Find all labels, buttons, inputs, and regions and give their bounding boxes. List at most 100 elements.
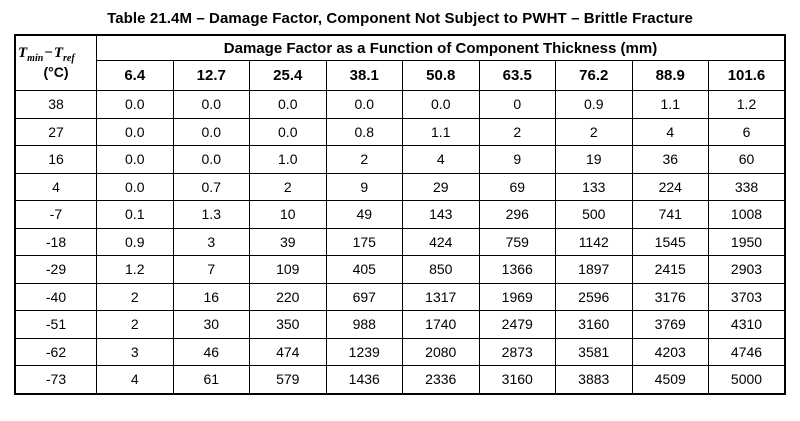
damage-factor-cell: 405 <box>325 255 403 284</box>
minus-sign: − <box>44 44 53 61</box>
damage-factor-cell: 0.0 <box>172 117 250 146</box>
table-row: -40 2 16 220 697 1317 1969 2596 3176 3703 <box>14 282 786 311</box>
damage-factor-cell: 697 <box>325 282 403 311</box>
damage-factor-cell: 30 <box>172 310 250 339</box>
thickness-header-cell: 76.2 <box>555 60 633 91</box>
damage-factor-cell: 109 <box>249 255 327 284</box>
table-row: 4 0.0 0.7 2 9 29 69 133 224 338 <box>14 172 786 201</box>
damage-factor-cell: 133 <box>555 172 633 201</box>
thickness-header-cell: 38.1 <box>325 60 403 91</box>
damage-factor-cell: 3703 <box>708 282 786 311</box>
table-row: -51 2 30 350 988 1740 2479 3160 3769 4310 <box>14 310 786 339</box>
damage-factor-cell: 759 <box>478 227 556 256</box>
damage-factor-cell: 3160 <box>478 365 556 394</box>
table-row: -7 0.1 1.3 10 49 143 296 500 741 1008 <box>14 200 786 229</box>
temperature-cell: -73 <box>14 365 97 394</box>
damage-factor-cell: 2 <box>478 117 556 146</box>
damage-factor-cell: 0.1 <box>96 200 174 229</box>
damage-factor-cell: 46 <box>172 337 250 366</box>
damage-factor-cell: 296 <box>478 200 556 229</box>
table-row: -18 0.9 3 39 175 424 759 1142 1545 1950 <box>14 227 786 256</box>
damage-factor-cell: 1.1 <box>402 117 480 146</box>
damage-factor-cell: 1.0 <box>249 145 327 174</box>
damage-factor-cell: 0.0 <box>96 90 174 119</box>
damage-factor-cell: 4 <box>631 117 709 146</box>
damage-factor-cell: 2596 <box>555 282 633 311</box>
damage-factor-cell: 6 <box>708 117 786 146</box>
tmin-symbol: T <box>18 44 28 61</box>
table-row: 16 0.0 0.0 1.0 2 4 9 19 36 60 <box>14 145 786 174</box>
temperature-cell: -51 <box>14 310 97 339</box>
damage-factor-cell: 61 <box>172 365 250 394</box>
damage-factor-cell: 741 <box>631 200 709 229</box>
temperature-cell: 16 <box>14 145 97 174</box>
damage-factor-cell: 1.1 <box>631 90 709 119</box>
damage-factor-cell: 4 <box>402 145 480 174</box>
damage-factor-cell: 1.2 <box>96 255 174 284</box>
damage-factor-cell: 4746 <box>708 337 786 366</box>
thickness-header-cell: 88.9 <box>631 60 709 91</box>
table-row: -73 4 61 579 1436 2336 3160 3883 4509 5000 <box>14 365 786 394</box>
damage-factor-cell: 5000 <box>708 365 786 394</box>
thickness-header-cell: 6.4 <box>96 60 174 91</box>
damage-factor-cell: 0 <box>478 90 556 119</box>
damage-factor-cell: 0.0 <box>96 172 174 201</box>
damage-factor-cell: 0.9 <box>96 227 174 256</box>
damage-factor-cell: 1366 <box>478 255 556 284</box>
damage-factor-cell: 500 <box>555 200 633 229</box>
temperature-cell: -7 <box>14 200 97 229</box>
damage-factor-cell: 3176 <box>631 282 709 311</box>
thickness-header-cell: 25.4 <box>249 60 327 91</box>
damage-factor-cell: 0.0 <box>172 145 250 174</box>
damage-factor-cell: 2 <box>96 310 174 339</box>
temperature-cell: -29 <box>14 255 97 284</box>
damage-factor-cell: 1317 <box>402 282 480 311</box>
damage-factor-cell: 988 <box>325 310 403 339</box>
damage-factor-cell: 2 <box>555 117 633 146</box>
damage-factor-cell: 2336 <box>402 365 480 394</box>
thickness-header-cell: 12.7 <box>172 60 250 91</box>
damage-factor-cell: 3769 <box>631 310 709 339</box>
table-title: Table 21.4M – Damage Factor, Component N… <box>107 10 693 27</box>
damage-factor-cell: 9 <box>325 172 403 201</box>
temp-diff-label: Tmin−Tref <box>18 45 94 65</box>
damage-factor-cell: 60 <box>708 145 786 174</box>
damage-factor-cell: 1239 <box>325 337 403 366</box>
damage-factor-cell: 424 <box>402 227 480 256</box>
tref-symbol: T <box>53 44 64 61</box>
damage-factor-cell: 2903 <box>708 255 786 284</box>
damage-factor-cell: 1897 <box>555 255 633 284</box>
damage-factor-cell: 49 <box>325 200 403 229</box>
damage-factor-cell: 19 <box>555 145 633 174</box>
damage-factor-cell: 850 <box>402 255 480 284</box>
damage-factor-cell: 143 <box>402 200 480 229</box>
damage-factor-cell: 4 <box>96 365 174 394</box>
damage-factor-cell: 1.2 <box>708 90 786 119</box>
damage-factor-cell: 220 <box>249 282 327 311</box>
damage-factor-cell: 1008 <box>708 200 786 229</box>
damage-factor-cell: 39 <box>249 227 327 256</box>
damage-factor-cell: 2 <box>96 282 174 311</box>
thickness-header-cell: 50.8 <box>402 60 480 91</box>
damage-factor-cell: 1142 <box>555 227 633 256</box>
damage-factor-cell: 36 <box>631 145 709 174</box>
temperature-cell: -62 <box>14 337 97 366</box>
damage-factor-cell: 3 <box>172 227 250 256</box>
damage-factor-cell: 4203 <box>631 337 709 366</box>
damage-factor-cell: 0.0 <box>325 90 403 119</box>
damage-factor-cell: 0.9 <box>555 90 633 119</box>
damage-factor-cell: 579 <box>249 365 327 394</box>
damage-factor-cell: 4310 <box>708 310 786 339</box>
damage-factor-cell: 224 <box>631 172 709 201</box>
table-body: 38 0.0 0.0 0.0 0.0 0.0 0 0.9 1.1 1.2 27 0.0 0.0 0.0 0.… <box>14 90 786 394</box>
damage-factor-cell: 9 <box>478 145 556 174</box>
damage-factor-cell: 16 <box>172 282 250 311</box>
damage-factor-cell: 0.7 <box>172 172 250 201</box>
temp-unit-label: (°C) <box>43 64 69 81</box>
damage-factor-cell: 1.3 <box>172 200 250 229</box>
thickness-header-cell: 101.6 <box>708 60 786 91</box>
damage-factor-cell: 1969 <box>478 282 556 311</box>
damage-factor-cell: 2415 <box>631 255 709 284</box>
damage-factor-cell: 1740 <box>402 310 480 339</box>
